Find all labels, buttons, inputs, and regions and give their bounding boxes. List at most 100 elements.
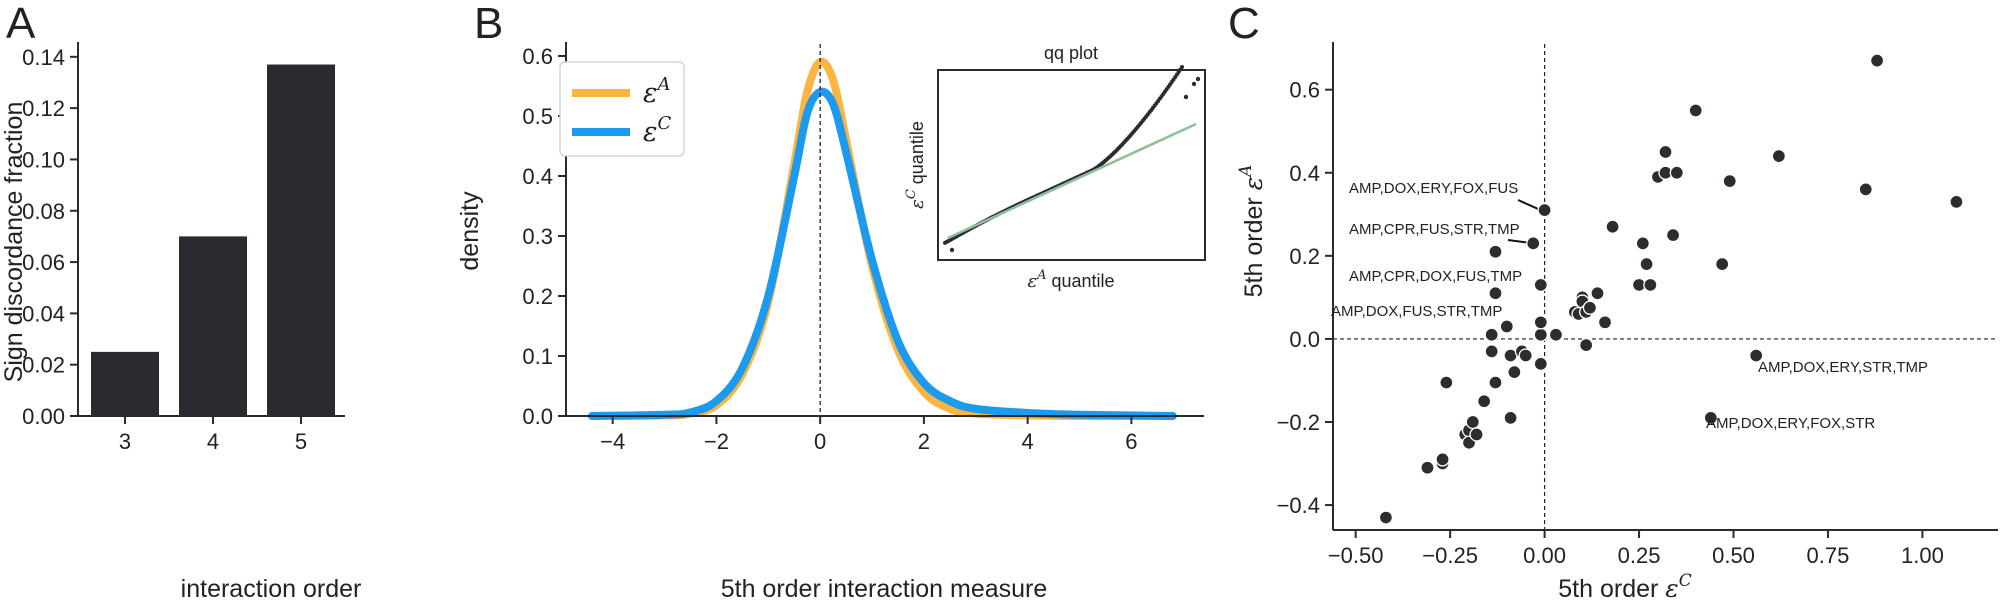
scatter-chart-panel: −0.4 −0.2 0.0 0.2 0.4 0.6 −0.50 −0.25 0.00 0.25 0.… xyxy=(1236,42,1998,603)
inset-title: qq plot xyxy=(1044,43,1098,63)
qq-plot-inset: qq plot εA quantile εC quantile xyxy=(904,43,1206,292)
scatter-point xyxy=(1533,327,1548,342)
scatter-point xyxy=(1722,173,1737,189)
x-axis-label: 5th order interaction measure xyxy=(721,575,1048,603)
scatter-point xyxy=(1639,257,1654,272)
scatter-point xyxy=(1949,194,1964,209)
scatter-point xyxy=(1484,327,1499,342)
y-tick-label: 0.08 xyxy=(22,199,65,224)
y-tick-label: 0.0 xyxy=(522,404,553,429)
y-tick-label: 0.4 xyxy=(1289,161,1320,186)
legend: εA εC xyxy=(559,61,685,157)
y-tick-label: 0.02 xyxy=(22,353,65,378)
scatter-point xyxy=(1537,203,1552,218)
inset-frame xyxy=(937,69,1206,261)
scatter-point xyxy=(1439,375,1454,390)
y-tick-label: 0.6 xyxy=(522,44,553,69)
scatter-point xyxy=(1518,348,1533,363)
panel-letter-a: A xyxy=(6,0,36,48)
scatter-point xyxy=(1658,144,1673,160)
x-tick-label: 0.25 xyxy=(1618,543,1661,568)
x-tick-label: −2 xyxy=(704,429,729,454)
scatter-points xyxy=(1378,53,1964,525)
scatter-annotation: AMP,CPR,FUS,STR,TMP xyxy=(1349,221,1520,238)
scatter-point xyxy=(1476,394,1492,409)
y-tick-label: 0.0 xyxy=(1289,327,1320,352)
x-tick-label: 5 xyxy=(295,429,307,454)
scatter-point xyxy=(1507,365,1522,380)
x-tick-label: −0.25 xyxy=(1422,543,1478,568)
scatter-point xyxy=(1858,182,1873,197)
x-tick-label: 2 xyxy=(918,429,930,454)
scatter-point xyxy=(1533,315,1548,330)
legend-label-a: εA xyxy=(643,74,671,109)
scatter-point xyxy=(1715,257,1730,272)
y-tick-label: 0.2 xyxy=(1289,244,1320,269)
x-axis-label: interaction order xyxy=(181,575,362,603)
inset-point xyxy=(1195,76,1201,82)
x-tick-label: 0.00 xyxy=(1523,543,1566,568)
scatter-point xyxy=(1605,219,1620,234)
scatter-point xyxy=(1869,53,1885,68)
scatter-point xyxy=(1378,510,1394,525)
scatter-annotation: AMP,DOX,FUS,STR,TMP xyxy=(1331,303,1502,320)
density-chart-panel: 0.0 0.1 0.2 0.3 0.4 0.5 0.6 −4 −2 0 2 4 6 5th order … xyxy=(456,42,1206,603)
scatter-point xyxy=(1420,460,1435,475)
inset-y-label: εC quantile xyxy=(904,121,928,209)
scatter-point xyxy=(1548,327,1564,342)
annotation-leader xyxy=(1517,199,1542,212)
scatter-point xyxy=(1484,344,1499,359)
scatter-point xyxy=(1503,410,1518,425)
scatter-annotation: AMP,DOX,ERY,STR,TMP xyxy=(1758,359,1928,376)
y-tick-label: 0.1 xyxy=(522,344,553,369)
inset-point xyxy=(1180,65,1184,70)
scatter-point xyxy=(1643,277,1658,293)
scatter-annotation: AMP,DOX,ERY,FOX,STR xyxy=(1706,415,1875,432)
y-tick-label: 0.04 xyxy=(22,301,65,326)
scatter-point xyxy=(1579,338,1594,353)
y-tick-label: 0.5 xyxy=(522,104,553,129)
bar-axes: 0.00 0.02 0.04 0.06 0.08 0.10 0.12 0.14 3 4 5 xyxy=(22,42,345,454)
y-axis-label: Sign discordance fraction xyxy=(0,102,28,383)
bar-series xyxy=(91,64,335,416)
scatter-point xyxy=(1582,300,1598,315)
panel-letter-b: B xyxy=(474,0,503,48)
y-axis-label: density xyxy=(456,191,484,271)
scatter-point xyxy=(1703,410,1718,425)
scatter-point xyxy=(1499,319,1514,334)
x-tick-label: 4 xyxy=(1022,429,1034,454)
y-tick-label: 0.14 xyxy=(22,45,65,70)
legend-label-c: εC xyxy=(643,113,672,148)
x-tick-label: 0.50 xyxy=(1712,543,1755,568)
x-tick-label: −4 xyxy=(600,429,625,454)
bar-chart-panel: 0.00 0.02 0.04 0.06 0.08 0.10 0.12 0.14 3 4 5 inte… xyxy=(0,42,361,603)
scatter-point xyxy=(1533,277,1548,293)
y-tick-label: 0.12 xyxy=(22,96,65,121)
inset-point xyxy=(1191,81,1197,87)
density-curves xyxy=(587,57,1177,421)
y-axis-label: 5th order εA xyxy=(1236,165,1268,298)
y-tick-label: 0.10 xyxy=(22,147,65,172)
scatter-point xyxy=(1669,165,1684,180)
bar-3 xyxy=(91,351,159,416)
scatter-point xyxy=(1488,375,1503,390)
scatter-annotations: AMP,DOX,ERY,FOX,FUS AMP,CPR,FUS,STR,TMP AM… xyxy=(1331,180,1928,432)
scatter-point xyxy=(1597,315,1613,330)
scatter-point xyxy=(1749,348,1764,363)
scatter-point xyxy=(1488,244,1503,259)
y-tick-label: 0.6 xyxy=(1289,78,1320,103)
scatter-point xyxy=(1688,103,1703,118)
scatter-point xyxy=(1771,149,1787,164)
density-curve-C xyxy=(587,87,1177,420)
x-tick-label: 3 xyxy=(119,429,131,454)
inset-x-label: εA quantile xyxy=(1027,268,1114,292)
y-tick-label: 0.4 xyxy=(522,164,553,189)
y-tick-label: −0.2 xyxy=(1277,410,1320,435)
x-tick-label: 0.75 xyxy=(1807,543,1850,568)
scatter-point xyxy=(1590,286,1605,301)
scatter-point xyxy=(1526,236,1541,251)
x-axis-label: 5th order εC xyxy=(1558,571,1691,603)
inset-point xyxy=(949,247,955,253)
bar-5 xyxy=(267,64,335,416)
scatter-point xyxy=(1635,236,1650,251)
